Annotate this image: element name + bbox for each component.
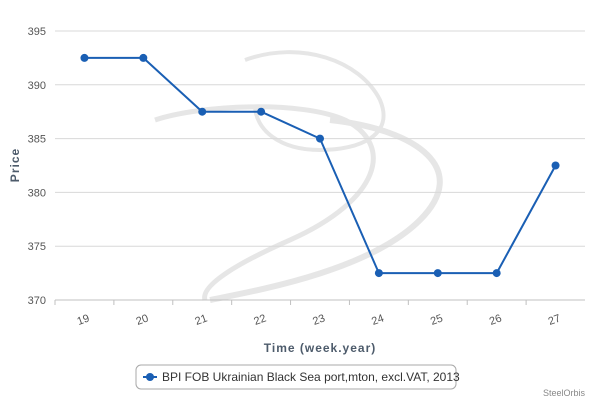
y-tick-label: 380 <box>28 187 46 199</box>
x-tick-label: 22 <box>252 312 268 327</box>
watermark-logo <box>154 50 443 303</box>
x-tick-label: 27 <box>547 312 563 327</box>
y-tick-label: 370 <box>28 295 46 307</box>
data-point[interactable] <box>316 134 324 143</box>
x-tick-label: 26 <box>488 312 504 327</box>
series-line <box>84 56 557 275</box>
x-tick-label: 20 <box>134 312 150 327</box>
data-point[interactable] <box>492 269 501 278</box>
legend-series-label[interactable]: BPI FOB Ukrainian Black Sea port,mton, e… <box>162 370 460 384</box>
x-tick-label: 19 <box>76 312 92 327</box>
legend[interactable]: BPI FOB Ukrainian Black Sea port,mton, e… <box>135 364 460 390</box>
series-layer <box>80 53 560 278</box>
y-tick-label: 390 <box>28 80 46 92</box>
x-tick-label: 23 <box>311 312 327 327</box>
legend-box <box>135 364 457 390</box>
x-axis-title: Time (week.year) <box>264 341 377 355</box>
data-point[interactable] <box>198 107 207 116</box>
x-axis-ticks: 19 20 21 22 23 24 25 26 27 <box>54 300 563 328</box>
chart-credit[interactable]: SteelOrbis <box>543 388 586 398</box>
data-point[interactable] <box>374 269 383 278</box>
legend-series-marker <box>146 373 154 381</box>
y-axis-ticks: 370 375 380 385 390 395 <box>28 26 46 307</box>
data-point[interactable] <box>257 107 266 116</box>
data-point[interactable] <box>433 269 442 278</box>
x-tick-label: 25 <box>429 312 445 327</box>
x-tick-label: 24 <box>370 312 386 327</box>
y-tick-label: 375 <box>28 241 46 253</box>
y-tick-label: 395 <box>28 26 46 38</box>
data-point[interactable] <box>139 53 148 62</box>
data-point[interactable] <box>551 161 560 170</box>
y-tick-label: 385 <box>28 134 46 146</box>
y-axis-title: Price <box>8 148 22 182</box>
data-point[interactable] <box>80 53 89 62</box>
x-tick-label: 21 <box>193 312 209 327</box>
